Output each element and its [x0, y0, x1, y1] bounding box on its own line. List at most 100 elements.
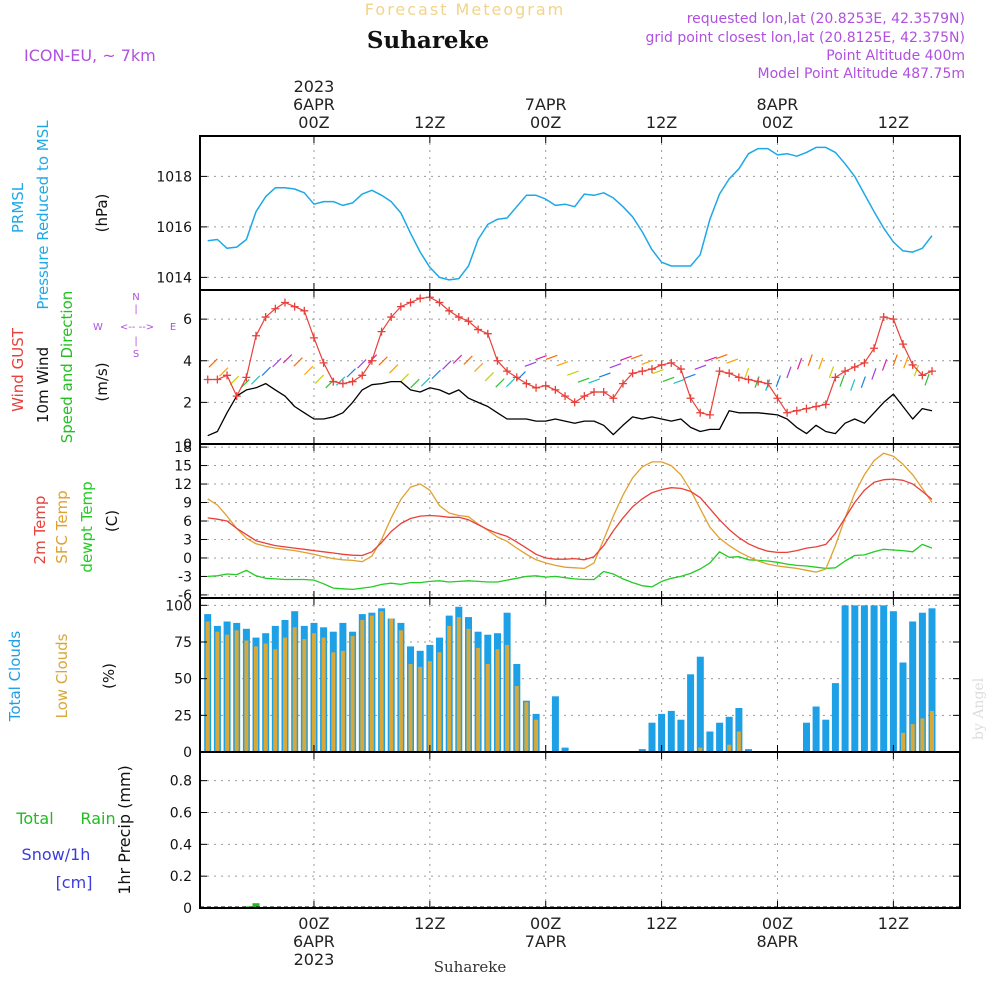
- wind-gust-marker: [416, 294, 425, 303]
- wind-gust-marker: [319, 358, 328, 367]
- compass-e: E: [170, 322, 176, 333]
- dewpoint-line: [207, 543, 933, 591]
- low-cloud-bar: [321, 637, 326, 752]
- y-tick-label: -3: [178, 569, 192, 585]
- low-cloud-bar: [205, 621, 210, 752]
- wind-gust-marker: [348, 377, 357, 386]
- ylabel-wind: (m/s): [93, 362, 111, 401]
- wind-direction-arrow: [452, 354, 463, 364]
- time-label-top: 00Z: [530, 113, 561, 132]
- wind-direction-arrow: [892, 354, 898, 367]
- time-label-top: 2023: [294, 77, 335, 96]
- wind-gust-marker: [541, 381, 550, 390]
- wind-gust-marker: [638, 367, 647, 376]
- low-cloud-bar: [244, 640, 249, 752]
- time-label-bottom: 00Z: [530, 914, 561, 933]
- wind-gust-marker: [271, 304, 280, 313]
- time-label-top: 7APR: [525, 95, 567, 114]
- y-tick-label: 12: [174, 477, 192, 493]
- label-sfc-temp: SFC Temp: [53, 490, 71, 563]
- wind-gust-marker: [309, 333, 318, 342]
- wind-gust-marker: [599, 387, 608, 396]
- wind-gust-marker: [734, 373, 743, 382]
- low-cloud-bar: [524, 702, 529, 752]
- time-label-bottom: 2023: [294, 950, 335, 969]
- wind-gust-marker: [860, 358, 869, 367]
- y-tick-label: 1018: [156, 169, 192, 185]
- label-low-clouds: Low Clouds: [53, 633, 71, 718]
- time-label-bottom: 12Z: [646, 914, 677, 933]
- wind-gust-marker: [763, 379, 772, 388]
- wind-direction-arrow: [431, 369, 441, 380]
- total-cloud-bar: [880, 605, 888, 752]
- y-tick-label: 6: [183, 514, 192, 530]
- wind-gust-marker: [474, 325, 483, 334]
- wind-gust-marker: [889, 315, 898, 324]
- wind-gust-marker: [676, 365, 685, 374]
- ylabel-clouds: (%): [100, 663, 118, 689]
- wind-direction-arrow: [219, 367, 229, 377]
- time-label-bottom: 12Z: [878, 914, 909, 933]
- low-cloud-bar: [292, 627, 297, 752]
- wind-direction-arrow: [495, 378, 505, 388]
- total-cloud-bar: [561, 747, 569, 752]
- wind-direction-arrow: [652, 369, 664, 375]
- wind-direction-arrow: [250, 375, 261, 385]
- total-cloud-bar: [841, 605, 849, 752]
- wind-gust-marker: [300, 306, 309, 315]
- panel-frame-precip: [199, 751, 961, 909]
- y-tick-label: 3: [183, 532, 192, 548]
- wind-gust-marker: [841, 367, 850, 376]
- wind-gust-marker: [561, 392, 570, 401]
- time-label-top: 00Z: [762, 113, 793, 132]
- low-cloud-bar: [447, 625, 452, 752]
- time-label-top: 00Z: [298, 113, 329, 132]
- total-cloud-bar: [716, 722, 724, 752]
- wind-gust-marker: [261, 313, 270, 322]
- wind-gust-marker: [377, 327, 386, 336]
- low-cloud-bar: [302, 639, 307, 752]
- wind-direction-arrow: [410, 378, 420, 389]
- label-pressure-msl: Pressure Reduced to MSL: [34, 120, 52, 310]
- y-tick-label: 25: [174, 708, 192, 724]
- total-cloud-bar: [928, 608, 936, 752]
- time-label-bottom: 7APR: [525, 932, 567, 951]
- total-cloud-bar: [648, 722, 656, 752]
- low-cloud-bar: [408, 664, 413, 752]
- label-total: Total: [15, 809, 53, 828]
- pressure-line: [207, 146, 933, 281]
- low-cloud-bar: [505, 644, 510, 752]
- wind-direction-arrow: [620, 355, 632, 361]
- gridpoint-coords: grid point closest lon,lat (20.8125E, 42…: [645, 30, 965, 46]
- wind-gust-marker: [812, 402, 821, 411]
- compass-arrows: <-- -->: [120, 322, 154, 333]
- wind-gust-marker: [367, 356, 376, 365]
- wind-gust-marker: [483, 329, 492, 338]
- total-cloud-bar: [706, 731, 714, 752]
- total-cloud-bar: [551, 696, 559, 752]
- low-cloud-bar: [369, 615, 374, 752]
- y-tick-label: 1014: [156, 270, 192, 286]
- y-tick-label: 4: [183, 354, 192, 370]
- wind-direction-arrow: [335, 376, 346, 386]
- low-cloud-bar: [215, 631, 220, 752]
- wind-gust-marker: [899, 340, 908, 349]
- total-cloud-bar: [725, 716, 733, 752]
- total-cloud-bar: [851, 605, 859, 752]
- wind-gust-marker: [280, 298, 289, 307]
- low-cloud-bar: [350, 636, 355, 752]
- wind-direction-arrow: [796, 357, 803, 370]
- low-cloud-bar: [360, 620, 365, 752]
- total-cloud-bar: [899, 662, 907, 752]
- low-cloud-bar: [920, 718, 925, 752]
- low-cloud-bar: [427, 661, 432, 752]
- wind-gust-marker: [223, 371, 232, 380]
- time-label-bottom: 6APR: [293, 932, 335, 951]
- low-cloud-bar: [254, 646, 258, 752]
- low-cloud-bar: [901, 732, 905, 752]
- wind-direction-arrow: [694, 364, 707, 370]
- point-altitude: Point Altitude 400m: [826, 48, 965, 64]
- wind-direction-arrow: [924, 373, 930, 386]
- model-altitude: Model Point Altitude 487.75m: [758, 66, 965, 82]
- low-cloud-bar: [466, 628, 471, 752]
